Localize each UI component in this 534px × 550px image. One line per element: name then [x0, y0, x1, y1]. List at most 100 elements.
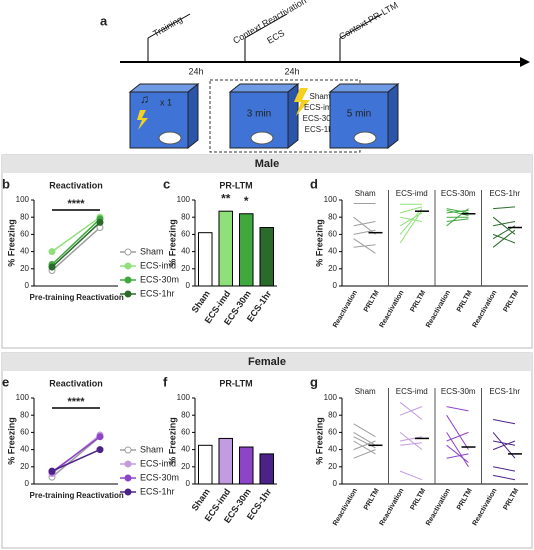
- legend-label: ECS-1hr: [140, 486, 175, 496]
- section-title: Male: [255, 158, 279, 170]
- bar: [218, 437, 234, 485]
- subject-line: [353, 440, 376, 451]
- timeline-arrow: [520, 57, 530, 67]
- chart-title: Reactivation: [49, 180, 103, 190]
- panel-letter: e: [2, 374, 9, 389]
- y-tick-label: 0: [186, 281, 191, 290]
- x-tick-label: Pre-training: [30, 491, 75, 500]
- legend-marker: [124, 474, 132, 482]
- chart-title: PR-LTM: [219, 378, 252, 388]
- group-label: ECS-1hr: [489, 387, 520, 396]
- significance-label: ****: [67, 198, 85, 210]
- subject-line: [353, 449, 376, 459]
- y-tick-label: 40: [181, 445, 190, 454]
- event-tick: [244, 13, 288, 39]
- y-axis-label: % Freezing: [6, 219, 16, 267]
- group-label: ECS-30m: [303, 114, 338, 123]
- group-label: ECS-1hr: [489, 189, 520, 198]
- significance-label: ****: [67, 396, 85, 408]
- series-line: [51, 216, 101, 253]
- panel-letter: g: [310, 374, 318, 389]
- x-tick-label: Reactivation: [425, 289, 452, 329]
- event-label: ECS: [265, 28, 286, 46]
- y-tick-label: 40: [20, 247, 29, 256]
- y-tick-label: 40: [181, 247, 190, 256]
- subject-line: [493, 440, 516, 446]
- panel-letter: d: [310, 176, 318, 191]
- y-tick-label: 80: [328, 212, 337, 221]
- subject-line: [446, 208, 469, 214]
- subject-line: [399, 432, 423, 450]
- x-tick-label: Reactivation: [332, 487, 359, 527]
- bar: [218, 210, 234, 287]
- x-tick-label: Reactivation: [379, 487, 406, 527]
- series-line: [51, 448, 101, 472]
- y-tick-label: 0: [25, 479, 30, 488]
- bar: [197, 444, 213, 485]
- series-line: [51, 226, 101, 272]
- x-tick-label: Reactivation: [332, 289, 359, 329]
- y-tick-label: 0: [25, 281, 30, 290]
- y-tick-label: 20: [181, 264, 190, 273]
- subject-line: [399, 210, 423, 244]
- point: [96, 446, 104, 454]
- significance-label: **: [221, 191, 231, 205]
- subject-line: [446, 444, 469, 463]
- y-tick-label: 60: [181, 428, 190, 437]
- section-header: [2, 155, 532, 173]
- subject-line: [492, 216, 516, 235]
- bar: [197, 232, 213, 287]
- legend-marker: [124, 488, 132, 496]
- subject-line: [399, 206, 423, 214]
- x-tick-label: PRLTM: [456, 487, 474, 511]
- event-label: Training: [151, 14, 184, 39]
- group-label: ECS-imd: [396, 189, 428, 198]
- legend-label: Sham: [140, 246, 164, 256]
- subject-line: [446, 414, 469, 450]
- y-tick-label: 20: [20, 264, 29, 273]
- y-axis-label: % Freezing: [6, 417, 16, 465]
- chart-title: PR-LTM: [219, 180, 252, 190]
- legend-marker: [124, 248, 132, 256]
- y-tick-label: 80: [20, 212, 29, 221]
- point: [48, 248, 56, 256]
- point: [48, 263, 56, 271]
- y-tick-label: 60: [328, 230, 337, 239]
- y-tick-label: 40: [328, 247, 337, 256]
- subject-line: [399, 406, 423, 416]
- legend-marker: [124, 460, 132, 468]
- panel-letter: c: [163, 176, 170, 191]
- panel-letter: f: [163, 374, 168, 389]
- event-tick: [339, 13, 383, 39]
- legend-label: ECS-30m: [140, 274, 179, 284]
- x-tick-label: PRLTM: [363, 487, 381, 511]
- group-label: ECS-30m: [441, 387, 476, 396]
- y-tick-label: 60: [181, 230, 190, 239]
- y-tick-label: 80: [181, 410, 190, 419]
- legend-label: Sham: [140, 444, 164, 454]
- y-tick-label: 20: [328, 264, 337, 273]
- subject-line: [446, 208, 469, 227]
- group-label: Sham: [355, 387, 376, 396]
- subject-line: [446, 209, 469, 214]
- x-tick-label: PRLTM: [502, 487, 520, 511]
- x-tick-label: Reactivation: [76, 491, 124, 500]
- y-tick-label: 80: [181, 212, 190, 221]
- y-tick-label: 80: [328, 410, 337, 419]
- group-label: Sham: [310, 92, 331, 101]
- chamber: [328, 82, 400, 150]
- x-tick-label: PRLTM: [409, 289, 427, 313]
- subject-line: [446, 431, 469, 442]
- y-tick-label: 20: [328, 462, 337, 471]
- significance-label: *: [244, 194, 249, 208]
- y-tick-label: 60: [20, 428, 29, 437]
- subject-line: [493, 466, 516, 472]
- subject-line: [493, 206, 516, 210]
- series-line: [51, 436, 101, 473]
- subject-line: [446, 453, 469, 459]
- subject-line: [446, 218, 469, 222]
- subject-line: [492, 229, 516, 248]
- group-label: ECS-1hr: [305, 125, 336, 134]
- point: [96, 218, 104, 226]
- box-label: x 1: [160, 97, 172, 107]
